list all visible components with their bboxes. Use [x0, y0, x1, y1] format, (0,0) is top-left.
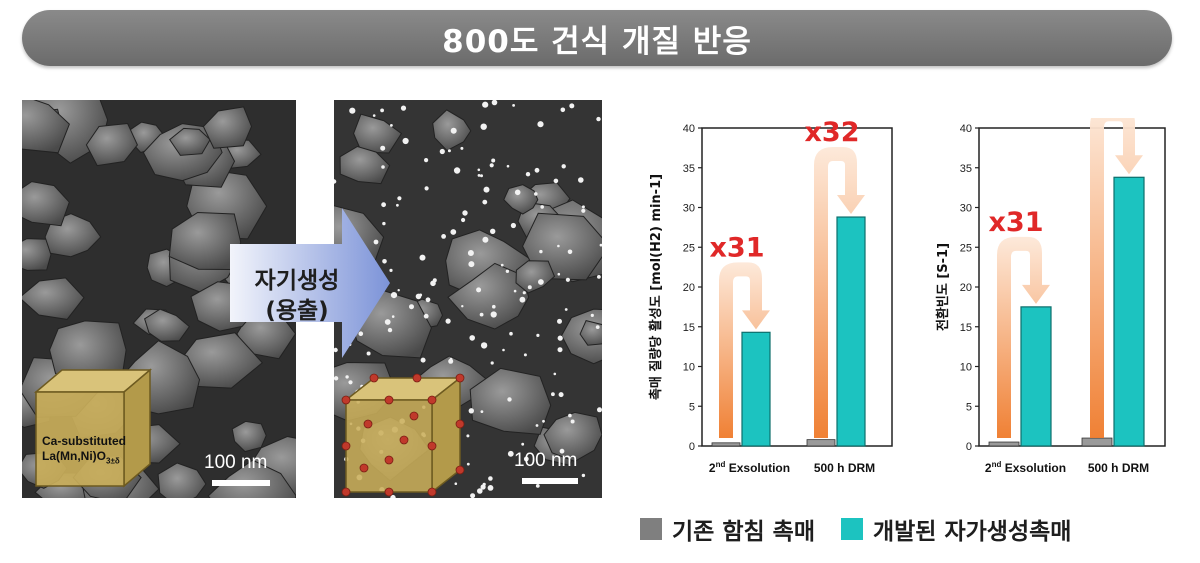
perovskite-cube-icon: [33, 368, 153, 488]
y-tick-label: 35: [683, 163, 695, 175]
y-tick-label: 30: [683, 203, 695, 215]
y-tick-label: 15: [960, 322, 972, 334]
scale-label: 100 nm: [514, 450, 578, 471]
y-tick-label: 10: [960, 362, 972, 374]
bar-conventional: [711, 442, 741, 447]
y-tick-label: 10: [683, 362, 695, 374]
sem-image-after: 100 nm: [334, 100, 602, 498]
y-axis-label: 촉매 질량당 활성도 [mol(H2) min-1]: [648, 174, 664, 400]
bar-developed: [1020, 306, 1052, 447]
y-tick-label: 15: [683, 322, 695, 334]
scale-label: 100 nm: [204, 452, 268, 473]
legend-swatch: [640, 518, 662, 540]
title-bar: 800도 건식 개질 반응: [22, 10, 1172, 66]
y-tick-label: 20: [683, 282, 695, 294]
bar-developed: [1113, 176, 1145, 447]
sem-micrograph-after: [334, 100, 602, 498]
bar-conventional: [988, 441, 1020, 447]
y-axis-label: 전환빈도 [S-1]: [935, 243, 951, 331]
bar-conventional: [806, 439, 836, 447]
y-tick-label: 40: [960, 123, 972, 135]
multiplier-annotation: x31: [710, 232, 765, 263]
x-category-label: 2nd Exsolution: [709, 460, 790, 475]
exsolved-cube-icon: [341, 373, 465, 497]
y-tick-label: 35: [960, 163, 972, 175]
multiplier-annotation: x31: [989, 207, 1044, 238]
cube-label: Ca-substituted La(Mn,Ni)O3±δ: [42, 434, 126, 466]
increase-arrow-icon: [814, 147, 865, 438]
tof-chart: 0 5 10 15 20 25 30 35 40 전환빈도 [S-1] x31 2nd Exsolut…: [935, 118, 1166, 475]
bar-developed: [836, 216, 866, 447]
y-tick-label: 5: [966, 401, 972, 413]
arrow-label: 자기생성 (용출): [254, 268, 340, 324]
y-tick-label: 0: [966, 441, 972, 453]
y-tick-label: 30: [960, 203, 972, 215]
increase-arrow-icon: [1090, 118, 1143, 438]
y-tick-label: 40: [683, 123, 695, 135]
bar-conventional: [1081, 437, 1113, 447]
increase-arrow-icon: [997, 236, 1050, 438]
scale-bar: [212, 480, 270, 486]
x-category-label: 2nd Exsolution: [985, 460, 1066, 475]
transformation-arrow-icon: [230, 208, 390, 358]
page-title: 800도 건식 개질 반응: [442, 23, 752, 60]
legend-item-developed: 개발된 자가생성촉매: [840, 512, 1071, 546]
x-category-label: 500 h DRM: [1088, 461, 1149, 475]
activity-chart: 0 5 10 15 20 25 30 35 40 촉매 질량당 활성도 [mol(H2) min-…: [648, 118, 893, 475]
y-tick-label: 25: [683, 242, 695, 254]
x-category-label: 500 h DRM: [814, 461, 875, 475]
y-tick-label: 20: [960, 282, 972, 294]
scale-bar: [522, 478, 578, 484]
legend-swatch: [840, 518, 863, 540]
y-tick-label: 25: [960, 242, 972, 254]
multiplier-annotation: x32: [805, 118, 860, 148]
legend: 기존 함침 촉매 개발된 자가생성촉매: [640, 512, 1097, 546]
legend-item-conventional: 기존 함침 촉매: [640, 512, 815, 546]
y-tick-label: 0: [689, 441, 695, 453]
y-tick-label: 5: [689, 401, 695, 413]
increase-arrow-icon: [719, 262, 770, 438]
bar-developed: [741, 331, 771, 447]
